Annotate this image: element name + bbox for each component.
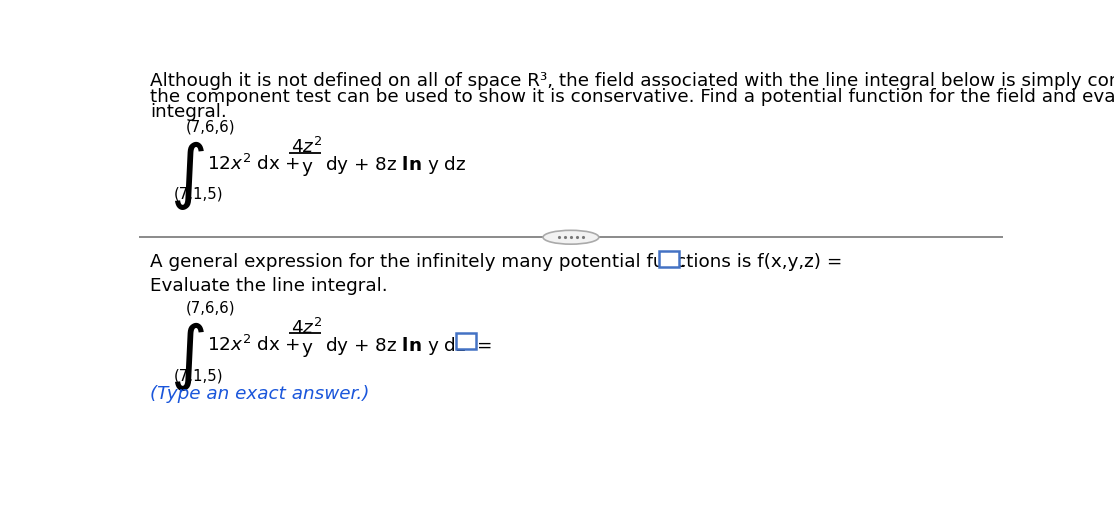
Text: (7,1,5): (7,1,5) [174,368,223,383]
Text: Although it is not defined on all of space R³, the field associated with the lin: Although it is not defined on all of spa… [150,72,1114,90]
FancyBboxPatch shape [457,334,477,349]
Text: .: . [681,253,686,271]
Text: (7,6,6): (7,6,6) [186,300,235,316]
Text: y: y [301,158,312,176]
Text: A general expression for the infinitely many potential functions is f(x,y,z) =: A general expression for the infinitely … [150,253,842,271]
Text: the component test can be used to show it is conservative. Find a potential func: the component test can be used to show i… [150,88,1114,106]
Text: $12x^2$ dx +: $12x^2$ dx + [207,154,301,174]
Text: dy + 8z $\bf{ln}$ y dz  =: dy + 8z $\bf{ln}$ y dz = [325,335,492,357]
Text: $4z^2$: $4z^2$ [291,137,322,157]
Text: (Type an exact answer.): (Type an exact answer.) [150,385,370,403]
Ellipse shape [543,230,599,244]
Text: (7,6,6): (7,6,6) [186,119,235,135]
Text: $4z^2$: $4z^2$ [291,318,322,338]
Text: $12x^2$ dx +: $12x^2$ dx + [207,335,301,355]
Text: $\int$: $\int$ [170,139,205,212]
Text: Evaluate the line integral.: Evaluate the line integral. [150,277,388,295]
FancyBboxPatch shape [659,251,680,266]
Text: integral.: integral. [150,103,227,121]
Text: $\int$: $\int$ [170,320,205,393]
Text: (7,1,5): (7,1,5) [174,187,223,201]
Text: y: y [301,339,312,357]
Text: dy + 8z $\bf{ln}$ y dz: dy + 8z $\bf{ln}$ y dz [325,154,467,176]
